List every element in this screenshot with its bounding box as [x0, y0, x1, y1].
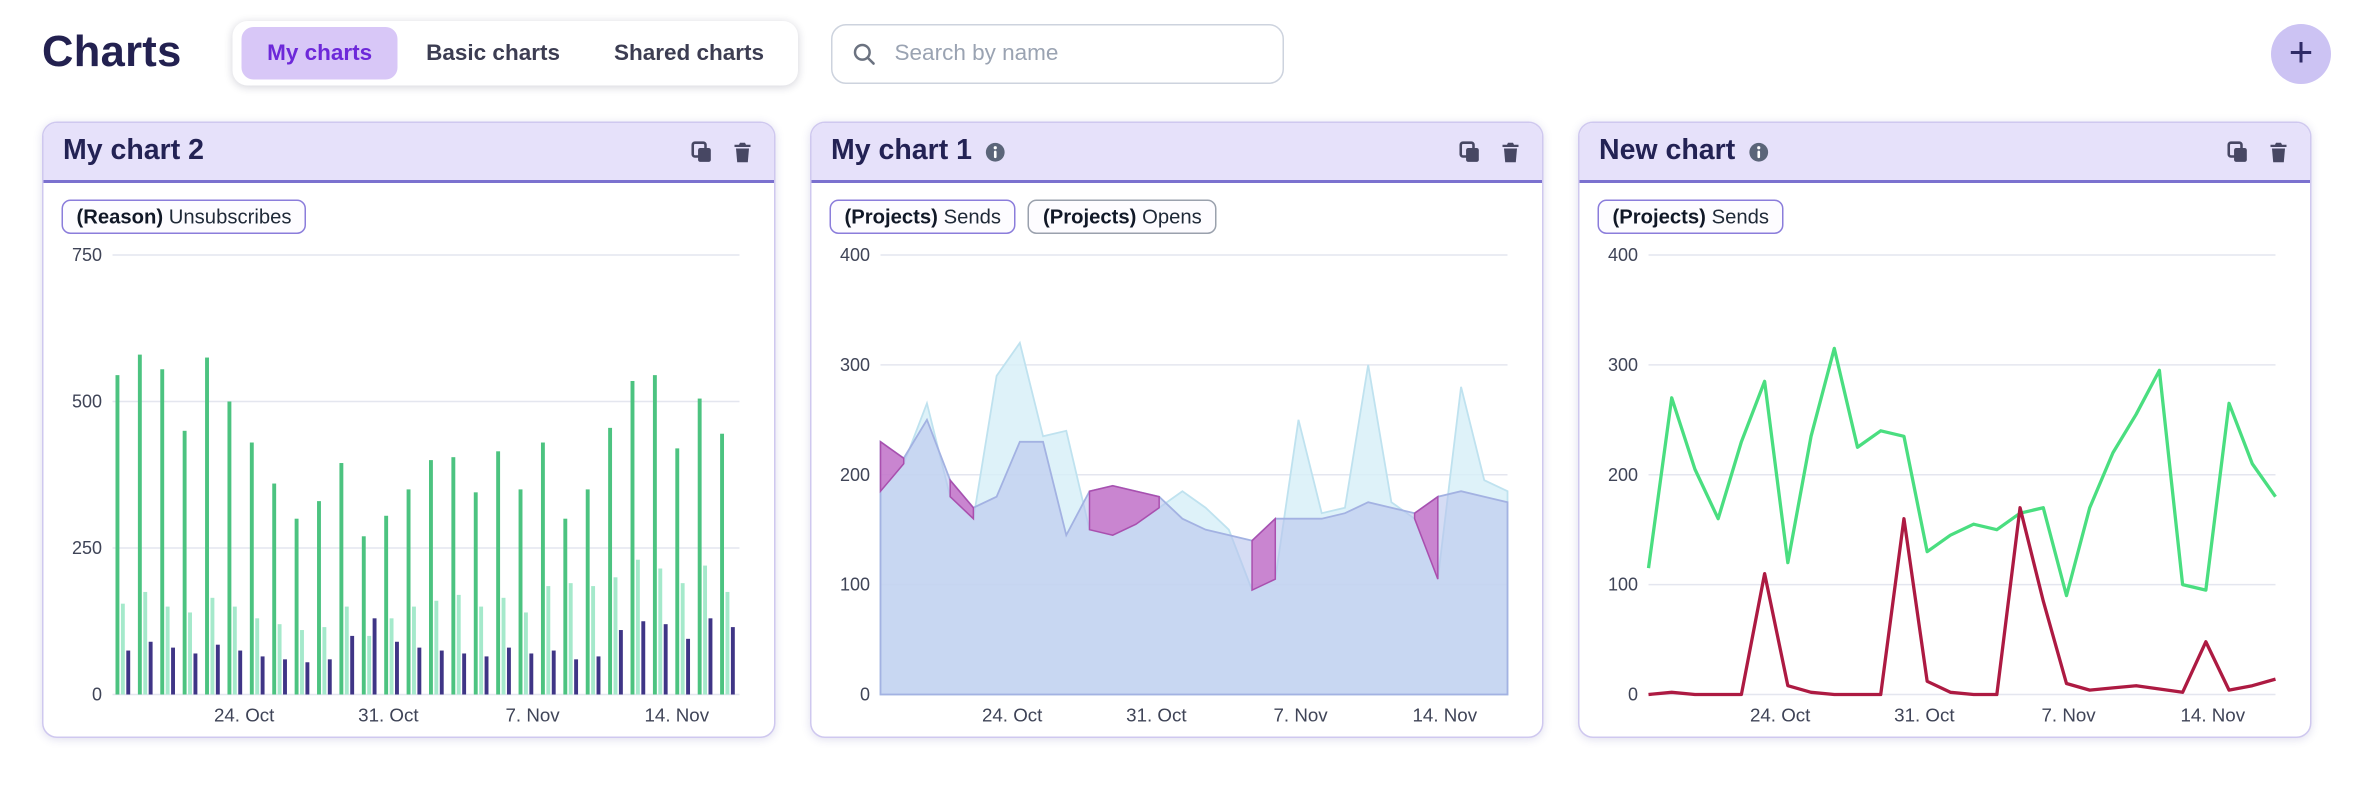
svg-text:14. Nov: 14. Nov — [2180, 705, 2245, 726]
trash-icon — [1502, 142, 1519, 162]
svg-text:31. Oct: 31. Oct — [358, 705, 419, 726]
tag-category: (Projects) — [1612, 205, 1706, 229]
svg-text:24. Oct: 24. Oct — [214, 705, 275, 726]
plus-icon: + — [2288, 27, 2314, 75]
chart-card-new-chart: New chart — [1578, 121, 2312, 738]
tag-category: (Projects) — [844, 205, 938, 229]
tab-group: My charts Basic charts Shared charts — [232, 21, 799, 86]
svg-text:500: 500 — [72, 392, 102, 412]
svg-text:0: 0 — [1628, 685, 1638, 705]
svg-text:100: 100 — [840, 575, 870, 595]
tab-my-charts[interactable]: My charts — [241, 27, 398, 80]
copy-chart-button[interactable] — [689, 139, 715, 165]
copy-icon — [691, 140, 711, 162]
svg-text:300: 300 — [1608, 355, 1638, 375]
card-header-actions — [689, 139, 755, 165]
search-box — [831, 23, 1285, 84]
card-body: (Reason) Unsubscribes 0 250 500 750 24. Oct 3… — [44, 183, 775, 731]
svg-text:7. Nov: 7. Nov — [2041, 705, 2096, 726]
bar-chart: 0 250 500 750 24. Oct 31. Oct 7. Nov 14. Nov — [72, 245, 740, 726]
svg-text:200: 200 — [840, 465, 870, 485]
trash-icon — [734, 142, 751, 162]
series-tag: (Projects) Sends — [829, 199, 1016, 234]
svg-text:0: 0 — [860, 685, 870, 705]
card-body: (Projects) Sends 0 100 200 300 400 24. Oct 31.… — [1580, 183, 2311, 731]
info-icon[interactable] — [1747, 140, 1770, 163]
search-icon — [854, 43, 876, 65]
tag-category: (Projects) — [1042, 205, 1137, 229]
tag-metric: Sends — [1711, 205, 1769, 229]
copy-chart-button[interactable] — [2225, 139, 2251, 165]
area-chart: 0 100 200 300 400 24. Oct 31. Oct 7. Nov 14. Nov — [840, 245, 1509, 726]
svg-text:300: 300 — [840, 355, 870, 375]
svg-text:200: 200 — [1608, 465, 1638, 485]
search-input[interactable] — [891, 39, 1266, 68]
card-title: My chart 2 — [63, 135, 204, 167]
top-bar: Charts My charts Basic charts Shared cha… — [0, 0, 2376, 86]
svg-text:250: 250 — [72, 538, 102, 558]
card-body: (Projects) Sends (Projects) Opens 0 100 20… — [812, 183, 1543, 731]
svg-text:100: 100 — [1608, 575, 1638, 595]
card-header: New chart — [1579, 123, 2310, 183]
tab-basic-charts[interactable]: Basic charts — [401, 27, 586, 80]
svg-text:31. Oct: 31. Oct — [1894, 705, 1955, 726]
tag-row: (Projects) Sends — [1597, 199, 2293, 234]
svg-text:31. Oct: 31. Oct — [1126, 705, 1187, 726]
tag-category: (Reason) — [76, 205, 164, 229]
tag-metric: Sends — [943, 205, 1001, 229]
card-title: My chart 1 — [831, 135, 972, 167]
chart-card-list: My chart 2 — [0, 86, 2376, 738]
card-title: New chart — [1599, 135, 1736, 167]
line-chart: 0 100 200 300 400 24. Oct 31. Oct 7. Nov 14. Nov — [1608, 245, 2277, 726]
info-icon[interactable] — [984, 140, 1007, 163]
svg-text:24. Oct: 24. Oct — [1750, 705, 1811, 726]
svg-text:7. Nov: 7. Nov — [505, 705, 560, 726]
card-header-actions — [1457, 139, 1523, 165]
card-header: My chart 1 — [811, 123, 1542, 183]
svg-text:14. Nov: 14. Nov — [1412, 705, 1477, 726]
delete-chart-button[interactable] — [731, 139, 755, 165]
tag-row: (Reason) Unsubscribes — [61, 199, 757, 234]
series-tag: (Projects) Opens — [1027, 199, 1217, 234]
card-header: My chart 2 — [43, 123, 774, 183]
chart-card-my-chart-2: My chart 2 — [42, 121, 776, 738]
svg-text:0: 0 — [92, 685, 102, 705]
delete-chart-button[interactable] — [2267, 139, 2291, 165]
tag-metric: Opens — [1142, 205, 1202, 229]
tab-shared-charts[interactable]: Shared charts — [588, 27, 789, 80]
svg-text:750: 750 — [72, 245, 102, 265]
card-header-actions — [2225, 139, 2291, 165]
svg-text:400: 400 — [840, 245, 870, 265]
svg-text:24. Oct: 24. Oct — [982, 705, 1043, 726]
add-chart-button[interactable]: + — [2271, 23, 2331, 84]
tag-row: (Projects) Sends (Projects) Opens — [829, 199, 1525, 234]
trash-icon — [2270, 142, 2287, 162]
delete-chart-button[interactable] — [1499, 139, 1523, 165]
copy-icon — [2227, 140, 2247, 162]
page-title: Charts — [42, 28, 182, 77]
svg-text:7. Nov: 7. Nov — [1273, 705, 1328, 726]
copy-chart-button[interactable] — [1457, 139, 1483, 165]
svg-text:14. Nov: 14. Nov — [644, 705, 709, 726]
copy-icon — [1459, 140, 1479, 162]
tag-metric: Unsubscribes — [168, 205, 292, 229]
series-tag: (Reason) Unsubscribes — [61, 199, 307, 234]
svg-text:400: 400 — [1608, 245, 1638, 265]
chart-card-my-chart-1: My chart 1 — [810, 121, 1544, 738]
series-tag: (Projects) Sends — [1597, 199, 1784, 234]
